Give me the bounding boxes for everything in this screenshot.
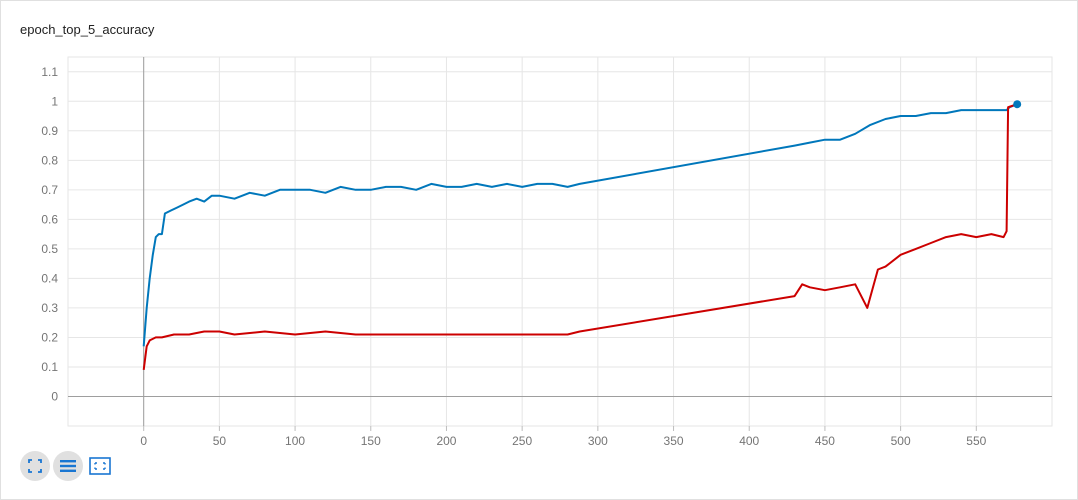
- reset-axes-button[interactable]: [87, 453, 113, 479]
- chart-series: [142, 100, 1022, 371]
- y-tick-label: 0.9: [41, 124, 58, 138]
- series-line-2: [142, 103, 1018, 371]
- y-tick-label: 0.2: [41, 330, 58, 344]
- reset-axes-icon: [89, 457, 111, 475]
- x-tick-label: 250: [512, 434, 532, 448]
- fit-to-data-button[interactable]: [20, 451, 50, 481]
- y-tick-label: 0.6: [41, 212, 58, 226]
- series-line-1: [142, 103, 1018, 347]
- toggle-y-log-icon: [60, 460, 76, 472]
- toggle-y-log-button[interactable]: [53, 451, 83, 481]
- chart-grid: [67, 56, 1053, 427]
- y-tick-label: 1.1: [41, 65, 58, 79]
- x-tick-label: 500: [891, 434, 911, 448]
- chart-title: epoch_top_5_accuracy: [20, 22, 155, 37]
- y-tick-label: 0.7: [41, 183, 58, 197]
- plot-border: [67, 56, 1053, 427]
- x-tick-label: 100: [285, 434, 305, 448]
- fit-to-data-icon: [28, 459, 42, 473]
- x-tick-label: 50: [213, 434, 227, 448]
- x-tick-label: 150: [361, 434, 381, 448]
- chart-axes: [68, 57, 1052, 431]
- y-tick-label: 0.1: [41, 360, 58, 374]
- y-tick-label: 1: [51, 94, 58, 108]
- x-tick-label: 550: [966, 434, 986, 448]
- x-tick-label: 400: [739, 434, 759, 448]
- y-tick-label: 0.3: [41, 301, 58, 315]
- x-tick-label: 450: [815, 434, 835, 448]
- x-tick-label: 0: [140, 434, 147, 448]
- series-end-marker: [1013, 100, 1022, 109]
- x-tick-labels: 0 50 100 150 200 250 300 350 400 450 500 550: [140, 434, 986, 448]
- y-tick-labels: 0 0.1 0.2 0.3 0.4 0.5 0.6 0.7 0.8 0.9 1 1.1: [41, 65, 58, 404]
- y-tick-label: 0: [51, 389, 58, 403]
- x-tick-label: 200: [436, 434, 456, 448]
- y-tick-label: 0.8: [41, 153, 58, 167]
- y-tick-label: 0.5: [41, 242, 58, 256]
- x-tick-label: 350: [664, 434, 684, 448]
- y-tick-label: 0.4: [41, 271, 58, 285]
- x-tick-label: 300: [588, 434, 608, 448]
